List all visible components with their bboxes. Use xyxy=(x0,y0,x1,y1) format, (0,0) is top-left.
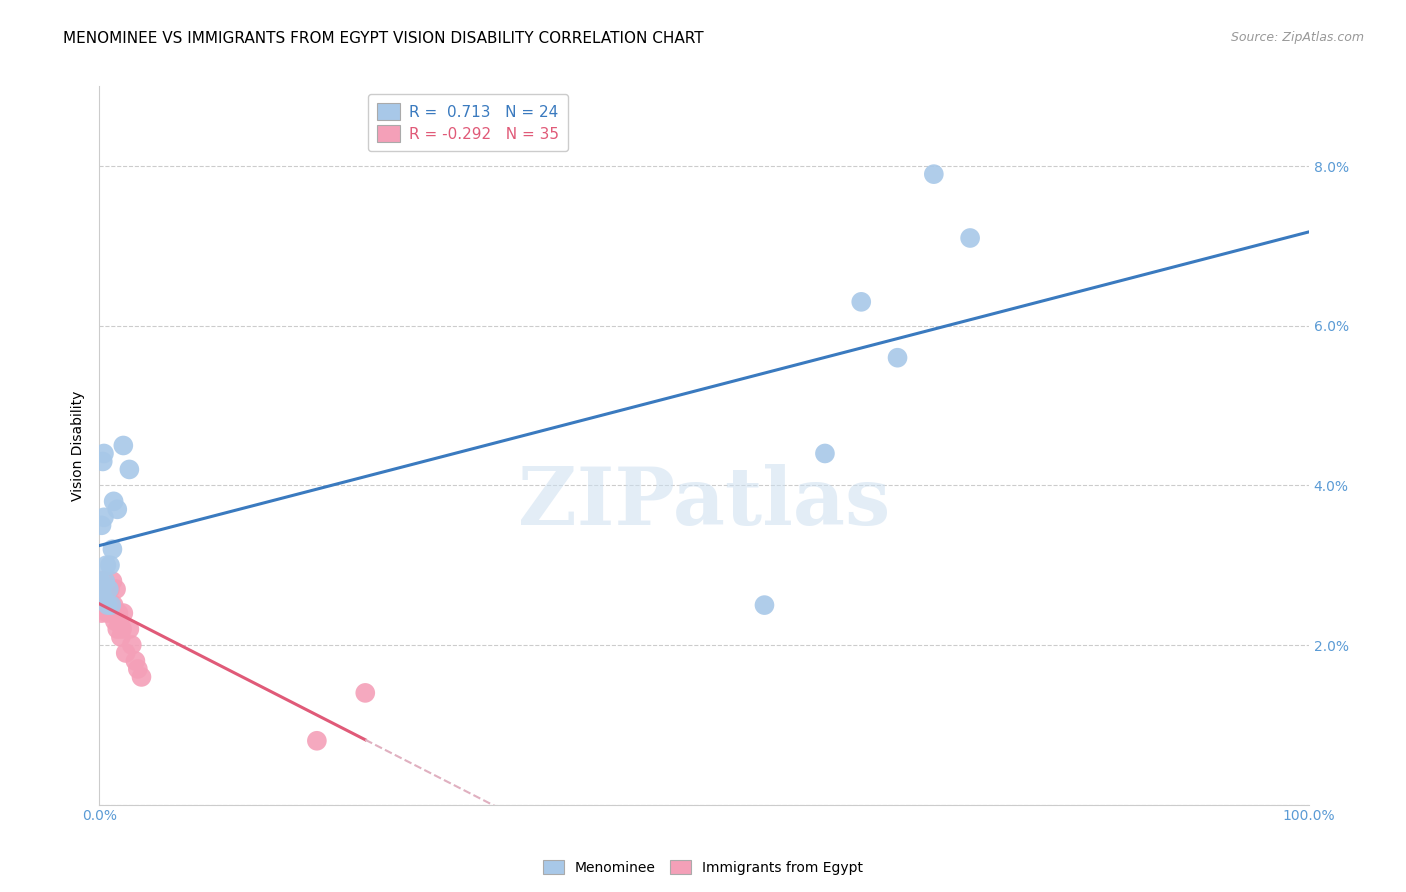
Point xyxy=(93,582,115,596)
Point xyxy=(754,598,776,612)
Point xyxy=(89,574,111,589)
Point xyxy=(959,231,981,245)
Point xyxy=(354,686,377,700)
Point xyxy=(90,518,112,533)
Point xyxy=(107,606,129,620)
Point xyxy=(96,558,118,573)
Point xyxy=(97,598,120,612)
Point xyxy=(97,598,120,612)
Point xyxy=(131,670,153,684)
Point xyxy=(91,590,114,604)
Point xyxy=(105,582,128,596)
Point xyxy=(91,454,114,468)
Point xyxy=(91,590,114,604)
Point xyxy=(93,582,115,596)
Text: Source: ZipAtlas.com: Source: ZipAtlas.com xyxy=(1230,31,1364,45)
Point xyxy=(90,582,112,596)
Point xyxy=(118,622,141,636)
Point xyxy=(101,542,124,557)
Point xyxy=(97,606,120,620)
Point xyxy=(105,502,128,516)
Point xyxy=(111,622,134,636)
Point xyxy=(94,574,117,589)
Point xyxy=(89,574,111,589)
Y-axis label: Vision Disability: Vision Disability xyxy=(72,391,86,500)
Point xyxy=(121,638,143,652)
Point xyxy=(103,598,125,612)
Point xyxy=(89,598,111,612)
Point xyxy=(97,598,120,612)
Point xyxy=(112,438,135,452)
Point xyxy=(127,662,149,676)
Point xyxy=(100,598,122,612)
Point xyxy=(100,598,122,612)
Point xyxy=(108,614,131,628)
Point xyxy=(97,582,120,596)
Point xyxy=(103,494,125,508)
Point xyxy=(96,582,118,596)
Point xyxy=(851,294,873,309)
Point xyxy=(886,351,908,365)
Point xyxy=(89,582,111,596)
Point xyxy=(110,630,132,644)
Point xyxy=(98,558,121,573)
Point xyxy=(90,582,112,596)
Point xyxy=(305,733,328,747)
Legend: R =  0.713   N = 24, R = -0.292   N = 35: R = 0.713 N = 24, R = -0.292 N = 35 xyxy=(368,94,568,151)
Point xyxy=(90,590,112,604)
Point xyxy=(922,167,945,181)
Point xyxy=(91,574,114,589)
Point xyxy=(98,582,121,596)
Point xyxy=(93,446,115,460)
Text: ZIPatlas: ZIPatlas xyxy=(517,464,890,542)
Point xyxy=(104,614,127,628)
Point xyxy=(814,446,837,460)
Point xyxy=(118,462,141,476)
Text: MENOMINEE VS IMMIGRANTS FROM EGYPT VISION DISABILITY CORRELATION CHART: MENOMINEE VS IMMIGRANTS FROM EGYPT VISIO… xyxy=(63,31,704,46)
Point xyxy=(114,646,136,660)
Point xyxy=(93,510,115,524)
Point xyxy=(94,574,117,589)
Point xyxy=(90,606,112,620)
Point xyxy=(101,574,124,589)
Legend: Menominee, Immigrants from Egypt: Menominee, Immigrants from Egypt xyxy=(537,855,869,880)
Point xyxy=(112,606,135,620)
Point xyxy=(105,622,128,636)
Point xyxy=(124,654,146,668)
